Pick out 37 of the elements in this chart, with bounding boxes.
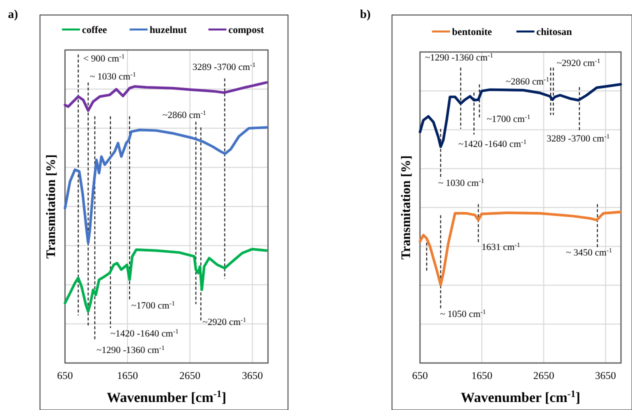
x-tick-label: 1650 (471, 371, 492, 382)
legend-label: coffee (82, 25, 108, 36)
text: ~1290 -1360 cm$^{-1}$ (425, 52, 494, 64)
annotation: ~ 1050 cm$^{-1}$ (440, 308, 486, 320)
x-tick-label: 1650 (116, 371, 138, 382)
annotation: ~1700 cm$^{-1}$ (131, 300, 175, 312)
x-tick-label: 3650 (242, 371, 263, 382)
text: < 900 cm$^{-1}$ (83, 53, 125, 64)
x-tick-label: 2650 (179, 371, 200, 382)
x-tick-label: 650 (57, 371, 73, 382)
legend-label: chitosan (536, 27, 572, 38)
legend-label: huzelnut (150, 25, 188, 36)
legend-label: compost (228, 25, 265, 36)
x-tick-label: 2650 (533, 371, 554, 382)
annotation: ~ 3450 cm$^{-1}$ (566, 247, 612, 259)
text: 3289 -3700 cm$^{-1}$ (192, 61, 256, 73)
text: ~2920 cm$^{-1}$ (556, 58, 600, 70)
x-tick-label: 3650 (595, 371, 616, 382)
x-axis-title: Wavenumber [cm$^{-1}$] (106, 388, 226, 406)
legend-label: bentonite (452, 27, 493, 38)
chart-title: a) (8, 7, 18, 21)
annotation: ~2920 cm$^{-1}$ (202, 316, 246, 328)
annotation: ~1290 -1360 cm$^{-1}$ (96, 344, 165, 356)
y-axis-title: Transmitation [%] (398, 155, 413, 260)
annotation: 1631 cm$^{-1}$ (482, 242, 520, 254)
chart-title: b) (360, 7, 371, 21)
annotation: ~1700 cm$^{-1}$ (486, 113, 530, 125)
x-tick-label: 650 (412, 371, 428, 382)
annotation: ~2860 cm$^{-1}$ (506, 76, 550, 88)
annotation: 3289 -3700 cm$^{-1}$ (546, 132, 610, 144)
annotation: ~1420 -1640 cm$^{-1}$ (110, 328, 179, 340)
annotation: ~1420 -1640 cm$^{-1}$ (458, 138, 527, 150)
y-axis-title: Transmitation [%] (43, 154, 58, 259)
annotation: ~ 1030 cm$^{-1}$ (438, 178, 484, 190)
annotation: ~2860 cm$^{-1}$ (162, 110, 206, 122)
annotation: ~ 1030 cm$^{-1}$ (90, 71, 136, 83)
x-axis-title: Wavenumber [cm$^{-1}$] (460, 388, 580, 406)
